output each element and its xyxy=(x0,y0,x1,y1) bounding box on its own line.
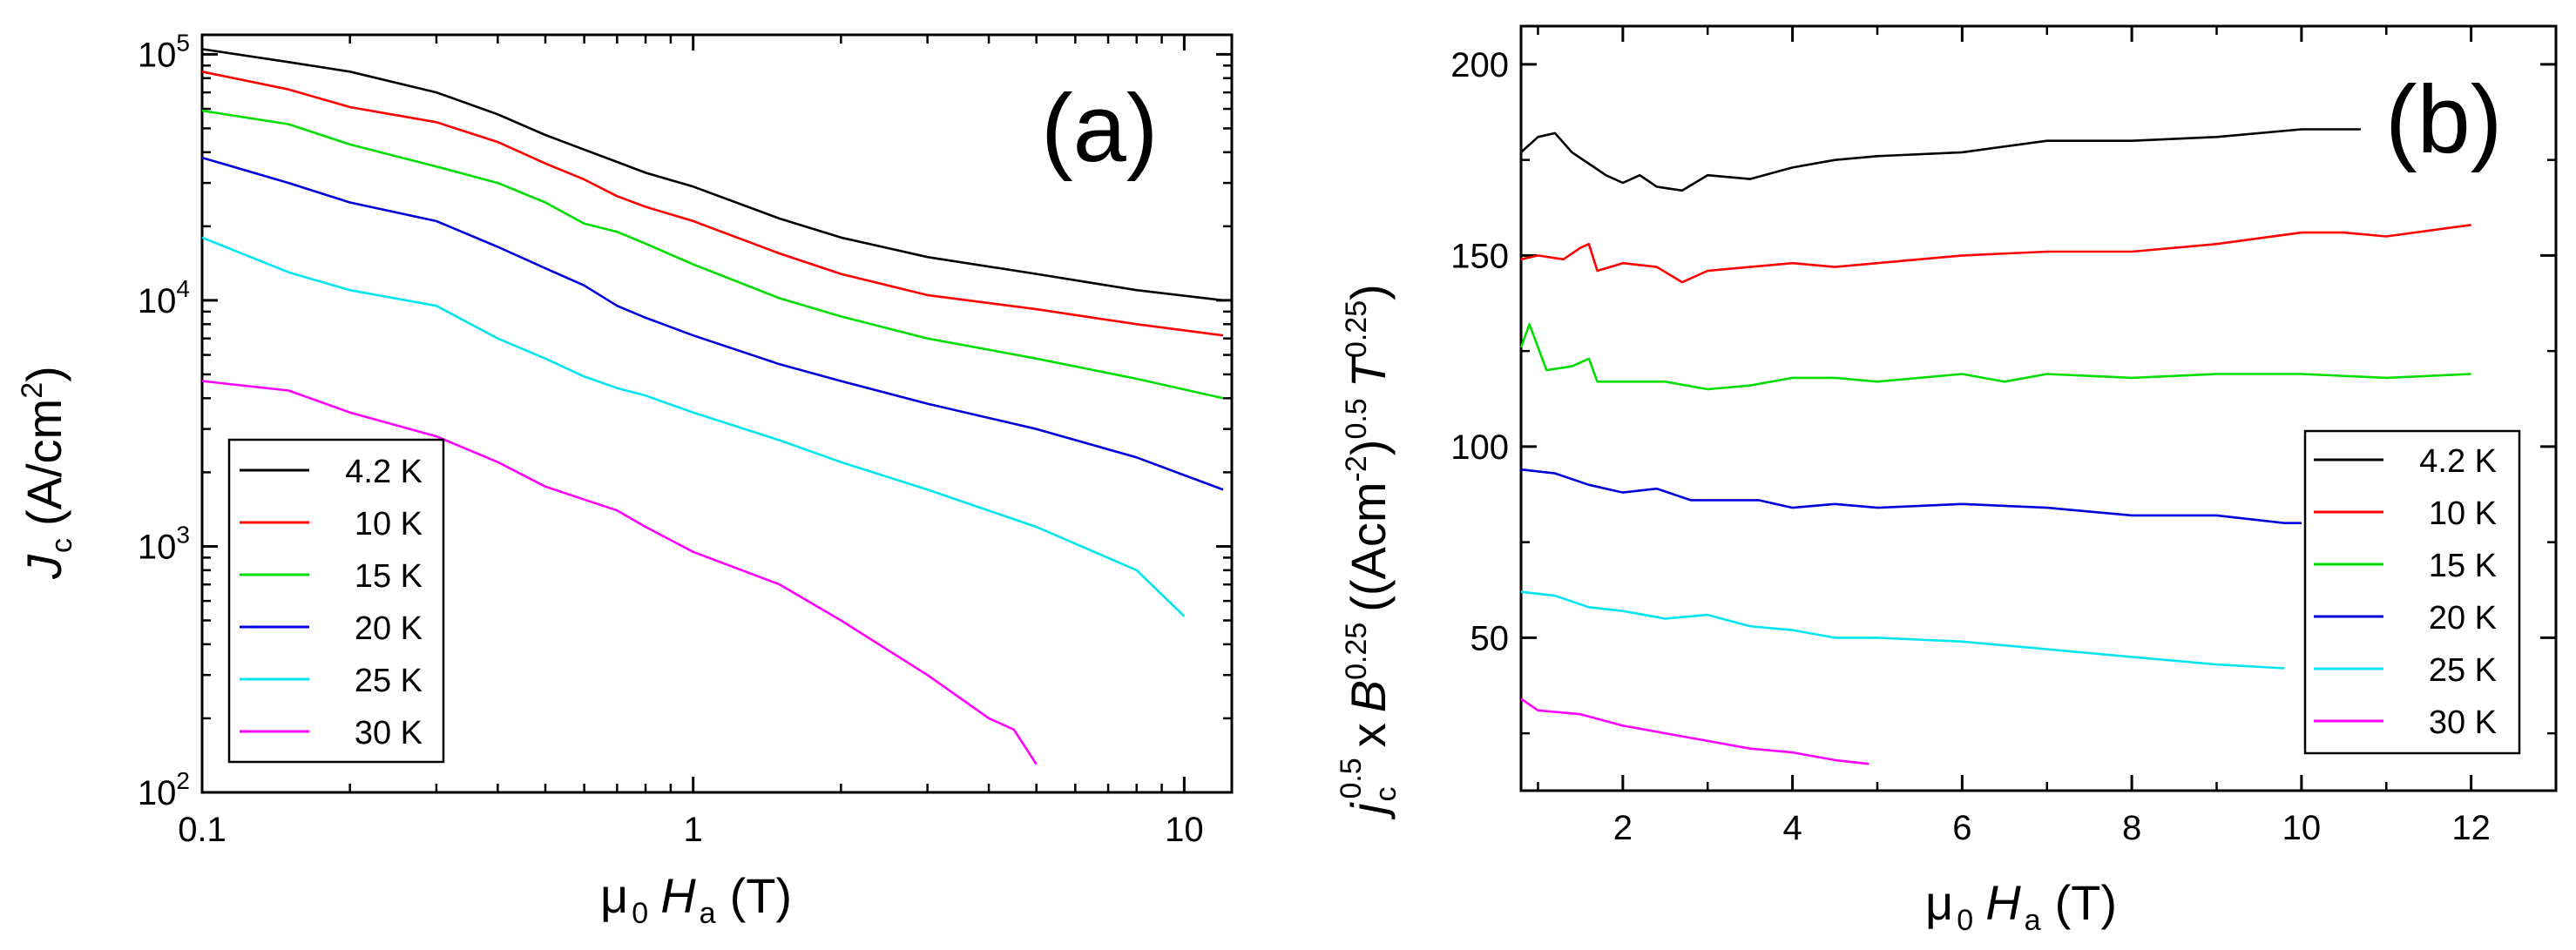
panel-b-legend-box xyxy=(2303,429,2521,755)
panel-b-legend-label: 4.2 K xyxy=(2419,443,2497,480)
panel-b-series-15-k xyxy=(1519,323,2471,391)
panel-a-series-10-k xyxy=(201,71,1224,337)
panel-a-series-4-2-k xyxy=(201,48,1224,302)
panel-a-xtick-label: 1 xyxy=(684,811,703,849)
panel-a-ylabel: Jc(A/cm2) xyxy=(16,366,78,580)
panel-a-legend-label: 30 K xyxy=(355,715,423,751)
panel-a-series-15-k xyxy=(201,109,1224,400)
panel-a-xtick-label: 0.1 xyxy=(178,811,226,849)
panel-a-legend-label: 25 K xyxy=(355,663,423,699)
panel-b-ytick-label: 100 xyxy=(1450,428,1509,467)
panel-b-legend-label: 20 K xyxy=(2429,600,2497,637)
panel-a-xtick-label: 10 xyxy=(1165,811,1204,849)
panel-b-legend-label: 30 K xyxy=(2429,704,2497,741)
panel-a-legend-label: 15 K xyxy=(355,558,423,595)
panel-b-series-30-k xyxy=(1520,697,1869,765)
panel-b-xtick-label: 6 xyxy=(1952,809,1971,847)
panel-a-ticks: 0.1 1 10 102 103 104 105 xyxy=(138,29,1232,849)
panel-a-ytick-label: 103 xyxy=(138,521,190,566)
panel-b-legend-label: 25 K xyxy=(2429,652,2497,689)
panel-b-series-4-2-k xyxy=(1520,128,2361,192)
panel-a-series-25-k xyxy=(201,236,1186,617)
panel-b-legend-label: 10 K xyxy=(2429,495,2497,532)
panel-a-label: (a) xyxy=(1041,75,1158,182)
panel-a-legend-label: 4.2 K xyxy=(345,454,423,490)
panel-a-series xyxy=(201,48,1224,765)
panel-a-ytick-label: 104 xyxy=(138,275,190,320)
panel-b-xtick-label: 4 xyxy=(1782,809,1802,847)
panel-b-series-25-k xyxy=(1520,590,2285,670)
panel-b-xtick-label: 8 xyxy=(2122,809,2141,847)
panel-b-series-10-k xyxy=(1520,224,2471,284)
panel-b-legend-label: 15 K xyxy=(2429,548,2497,584)
panel-a-series-30-k xyxy=(201,380,1038,765)
panel-b-legend: 4.2 K 10 K 15 K 20 K 25 K 30 K xyxy=(2303,429,2521,755)
panel-a-legend-box xyxy=(227,438,445,764)
panel-a-legend-label: 10 K xyxy=(355,506,423,542)
panel-a-ytick-label: 105 xyxy=(138,29,190,74)
panel-a-series-20-k xyxy=(201,156,1224,491)
panel-a-legend: 4.2 K 10 K 15 K 20 K 25 K 30 K xyxy=(227,438,445,764)
panel-b-ytick-label: 50 xyxy=(1471,619,1510,657)
panel-b-ticks: 2 4 6 8 10 12 50 100 150 200 xyxy=(1450,26,2556,847)
panel-a-ytick-label: 102 xyxy=(138,767,190,812)
panel-b-ylabel: jc0.5xB0.25((Acm-2)0.5T0.25) xyxy=(1335,284,1403,820)
panel-b-label: (b) xyxy=(2385,66,2502,173)
panel-a-plot-frame xyxy=(200,33,1234,794)
panel-b-plot-frame xyxy=(1519,24,2558,792)
panel-b-xtick-label: 10 xyxy=(2282,809,2322,847)
panel-a-legend-label: 20 K xyxy=(355,610,423,647)
panel-b-xtick-label: 12 xyxy=(2451,809,2491,847)
panel-b-series-20-k xyxy=(1520,468,2302,525)
panel-b-xtick-label: 2 xyxy=(1613,809,1633,847)
panel-b-ytick-label: 150 xyxy=(1450,237,1509,275)
panel-b-series xyxy=(1519,128,2471,765)
panel-b-ytick-label: 200 xyxy=(1450,46,1509,84)
